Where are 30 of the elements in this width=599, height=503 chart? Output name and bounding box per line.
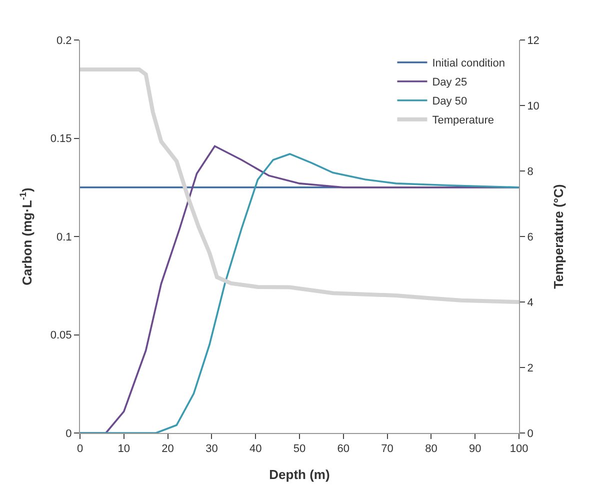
x-tick-label: 50	[293, 443, 306, 456]
x-tick-label: 40	[249, 443, 262, 456]
legend-label: Day 25	[432, 76, 468, 89]
y2-tick-label: 2	[527, 362, 534, 374]
legend-label: Temperature	[432, 114, 494, 127]
y2-axis-title: Temperature (°C)	[551, 184, 566, 289]
x-tick-label: 20	[162, 443, 174, 456]
y2-tick-label: 8	[527, 166, 534, 178]
legend-label: Day 50	[432, 96, 468, 108]
x-tick-label: 70	[381, 443, 394, 456]
x-tick-label: 0	[76, 443, 84, 456]
x-tick-label: 10	[118, 443, 130, 456]
y2-tick-label: 12	[527, 34, 540, 47]
x-tick-label: 60	[337, 443, 350, 456]
y-tick-label: 0.1	[56, 231, 72, 244]
x-axis-title: Depth (m)	[269, 466, 330, 482]
y-tick-label: 0.05	[50, 330, 72, 342]
y2-tick-label: 6	[527, 231, 534, 244]
y-tick-label: 0.2	[56, 34, 72, 47]
line-series	[80, 67, 519, 304]
y-tick-label: 0	[66, 428, 72, 440]
y-tick-label: 0.15	[50, 133, 72, 146]
x-tick-label: 90	[468, 443, 482, 456]
y2-tick-label: 10	[527, 100, 540, 112]
y2-tick-label: 0	[527, 428, 534, 440]
x-tick-label: 100	[510, 443, 528, 456]
legend-label: Initial condition	[432, 58, 505, 70]
y2-tick-label: 4	[527, 296, 534, 309]
x-tick-label: 30	[206, 443, 218, 456]
x-tick-label: 80	[425, 443, 438, 456]
